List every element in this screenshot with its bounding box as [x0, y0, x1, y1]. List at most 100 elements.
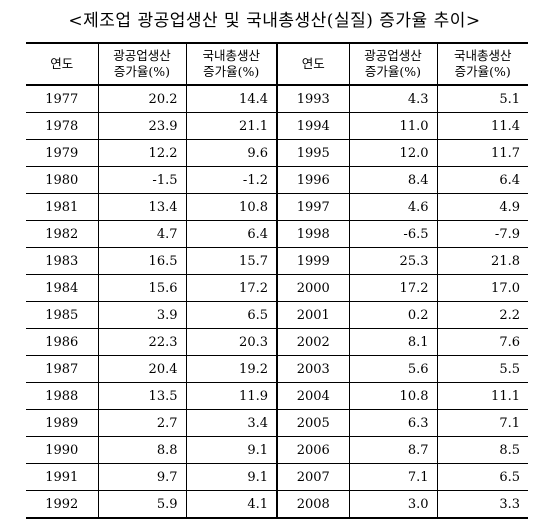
cell-gdp-right: -7.9	[436, 220, 528, 248]
cell-gdp-right: 8.5	[436, 436, 528, 464]
cell-gdp-right: 4.9	[436, 193, 528, 221]
header-industrial-right-line1: 광공업생산	[364, 48, 422, 63]
cell-industrial-left: 3.9	[97, 301, 187, 329]
cell-year-right: 2003	[276, 355, 350, 383]
cell-year-right: 1993	[276, 84, 350, 113]
table-row: 1980 -1.5 -1.2 1996 8.4 6.4	[26, 166, 528, 194]
cell-year-left: 1992	[26, 490, 99, 519]
cell-industrial-right: 10.8	[348, 382, 438, 410]
cell-industrial-right: 4.3	[348, 84, 438, 113]
header-industrial-left-line2: 증가율(%)	[113, 64, 171, 79]
cell-gdp-left: 19.2	[185, 355, 278, 383]
cell-gdp-right: 2.2	[436, 301, 528, 329]
cell-gdp-left: 9.6	[185, 139, 278, 167]
cell-industrial-left: 5.9	[97, 490, 187, 519]
table-row: 1986 22.3 20.3 2002 8.1 7.6	[26, 328, 528, 356]
cell-year-left: 1989	[26, 409, 99, 437]
cell-year-left: 1984	[26, 274, 99, 302]
cell-industrial-left: -1.5	[97, 166, 187, 194]
table-row: 1977 20.2 14.4 1993 4.3 5.1	[26, 84, 528, 113]
cell-year-right: 1997	[276, 193, 350, 221]
header-industrial-left: 광공업생산 증가율(%)	[97, 42, 187, 86]
header-row: 연도 광공업생산 증가율(%) 국내총생산 증가율(%) 연도 광공업생산 증가…	[26, 42, 528, 86]
table-row: 1988 13.5 11.9 2004 10.8 11.1	[26, 382, 528, 410]
cell-gdp-right: 11.7	[436, 139, 528, 167]
cell-year-right: 1996	[276, 166, 350, 194]
cell-gdp-left: 21.1	[185, 112, 278, 140]
cell-gdp-left: 6.4	[185, 220, 278, 248]
cell-gdp-right: 17.0	[436, 274, 528, 302]
cell-year-right: 1998	[276, 220, 350, 248]
cell-year-left: 1980	[26, 166, 99, 194]
cell-gdp-left: 15.7	[185, 247, 278, 275]
cell-industrial-left: 22.3	[97, 328, 187, 356]
cell-industrial-right: 11.0	[348, 112, 438, 140]
cell-year-left: 1988	[26, 382, 99, 410]
cell-gdp-right: 7.1	[436, 409, 528, 437]
cell-industrial-right: -6.5	[348, 220, 438, 248]
header-gdp-right-line2: 증가율(%)	[454, 64, 511, 79]
cell-year-left: 1991	[26, 463, 99, 491]
cell-industrial-right: 8.7	[348, 436, 438, 464]
cell-gdp-right: 3.3	[436, 490, 528, 519]
cell-industrial-left: 13.4	[97, 193, 187, 221]
cell-gdp-left: 17.2	[185, 274, 278, 302]
cell-year-left: 1978	[26, 112, 99, 140]
cell-year-left: 1979	[26, 139, 99, 167]
cell-gdp-left: 11.9	[185, 382, 278, 410]
cell-industrial-right: 3.0	[348, 490, 438, 519]
cell-industrial-right: 4.6	[348, 193, 438, 221]
table-row: 1987 20.4 19.2 2003 5.6 5.5	[26, 355, 528, 383]
header-industrial-right: 광공업생산 증가율(%)	[348, 42, 438, 86]
table-title: <제조업 광공업생산 및 국내총생산(실질) 증가율 추이>	[68, 11, 481, 31]
cell-industrial-right: 8.1	[348, 328, 438, 356]
cell-year-right: 1995	[276, 139, 350, 167]
cell-year-right: 2001	[276, 301, 350, 329]
table-row: 1981 13.4 10.8 1997 4.6 4.9	[26, 193, 528, 221]
cell-year-right: 2008	[276, 490, 350, 519]
cell-industrial-left: 12.2	[97, 139, 187, 167]
table-body: 1977 20.2 14.4 1993 4.3 5.1 1978 23.9 21.1 1994 11…	[26, 84, 528, 519]
table-row: 1983 16.5 15.7 1999 25.3 21.8	[26, 247, 528, 275]
cell-industrial-left: 9.7	[97, 463, 187, 491]
cell-gdp-left: 3.4	[185, 409, 278, 437]
table-row: 1991 9.7 9.1 2007 7.1 6.5	[26, 463, 528, 491]
table-row: 1984 15.6 17.2 2000 17.2 17.0	[26, 274, 528, 302]
cell-industrial-left: 20.2	[97, 84, 187, 113]
table-row: 1985 3.9 6.5 2001 0.2 2.2	[26, 301, 528, 329]
table-row: 1990 8.8 9.1 2006 8.7 8.5	[26, 436, 528, 464]
cell-year-right: 2006	[276, 436, 350, 464]
table-row: 1992 5.9 4.1 2008 3.0 3.3	[26, 490, 528, 519]
cell-year-right: 1999	[276, 247, 350, 275]
cell-industrial-right: 25.3	[348, 247, 438, 275]
cell-industrial-left: 4.7	[97, 220, 187, 248]
cell-year-left: 1977	[26, 84, 99, 113]
cell-year-right: 2005	[276, 409, 350, 437]
cell-year-left: 1987	[26, 355, 99, 383]
cell-industrial-right: 6.3	[348, 409, 438, 437]
table-row: 1989 2.7 3.4 2005 6.3 7.1	[26, 409, 528, 437]
cell-gdp-right: 6.5	[436, 463, 528, 491]
cell-gdp-left: 9.1	[185, 436, 278, 464]
cell-gdp-left: 10.8	[185, 193, 278, 221]
cell-industrial-left: 20.4	[97, 355, 187, 383]
cell-gdp-right: 7.6	[436, 328, 528, 356]
header-gdp-right-line1: 국내총생산	[453, 48, 512, 63]
cell-industrial-right: 8.4	[348, 166, 438, 194]
header-gdp-left-line2: 증가율(%)	[203, 64, 260, 79]
cell-gdp-right: 21.8	[436, 247, 528, 275]
table-row: 1979 12.2 9.6 1995 12.0 11.7	[26, 139, 528, 167]
cell-year-right: 2002	[276, 328, 350, 356]
cell-industrial-right: 0.2	[348, 301, 438, 329]
cell-year-left: 1985	[26, 301, 99, 329]
cell-industrial-right: 7.1	[348, 463, 438, 491]
cell-industrial-left: 8.8	[97, 436, 187, 464]
cell-year-left: 1983	[26, 247, 99, 275]
cell-industrial-left: 16.5	[97, 247, 187, 275]
cell-year-right: 2000	[276, 274, 350, 302]
cell-year-right: 2004	[276, 382, 350, 410]
cell-gdp-right: 11.4	[436, 112, 528, 140]
header-gdp-left-line1: 국내총생산	[202, 48, 260, 63]
header-industrial-right-line2: 증가율(%)	[364, 64, 422, 79]
cell-gdp-right: 6.4	[436, 166, 528, 194]
